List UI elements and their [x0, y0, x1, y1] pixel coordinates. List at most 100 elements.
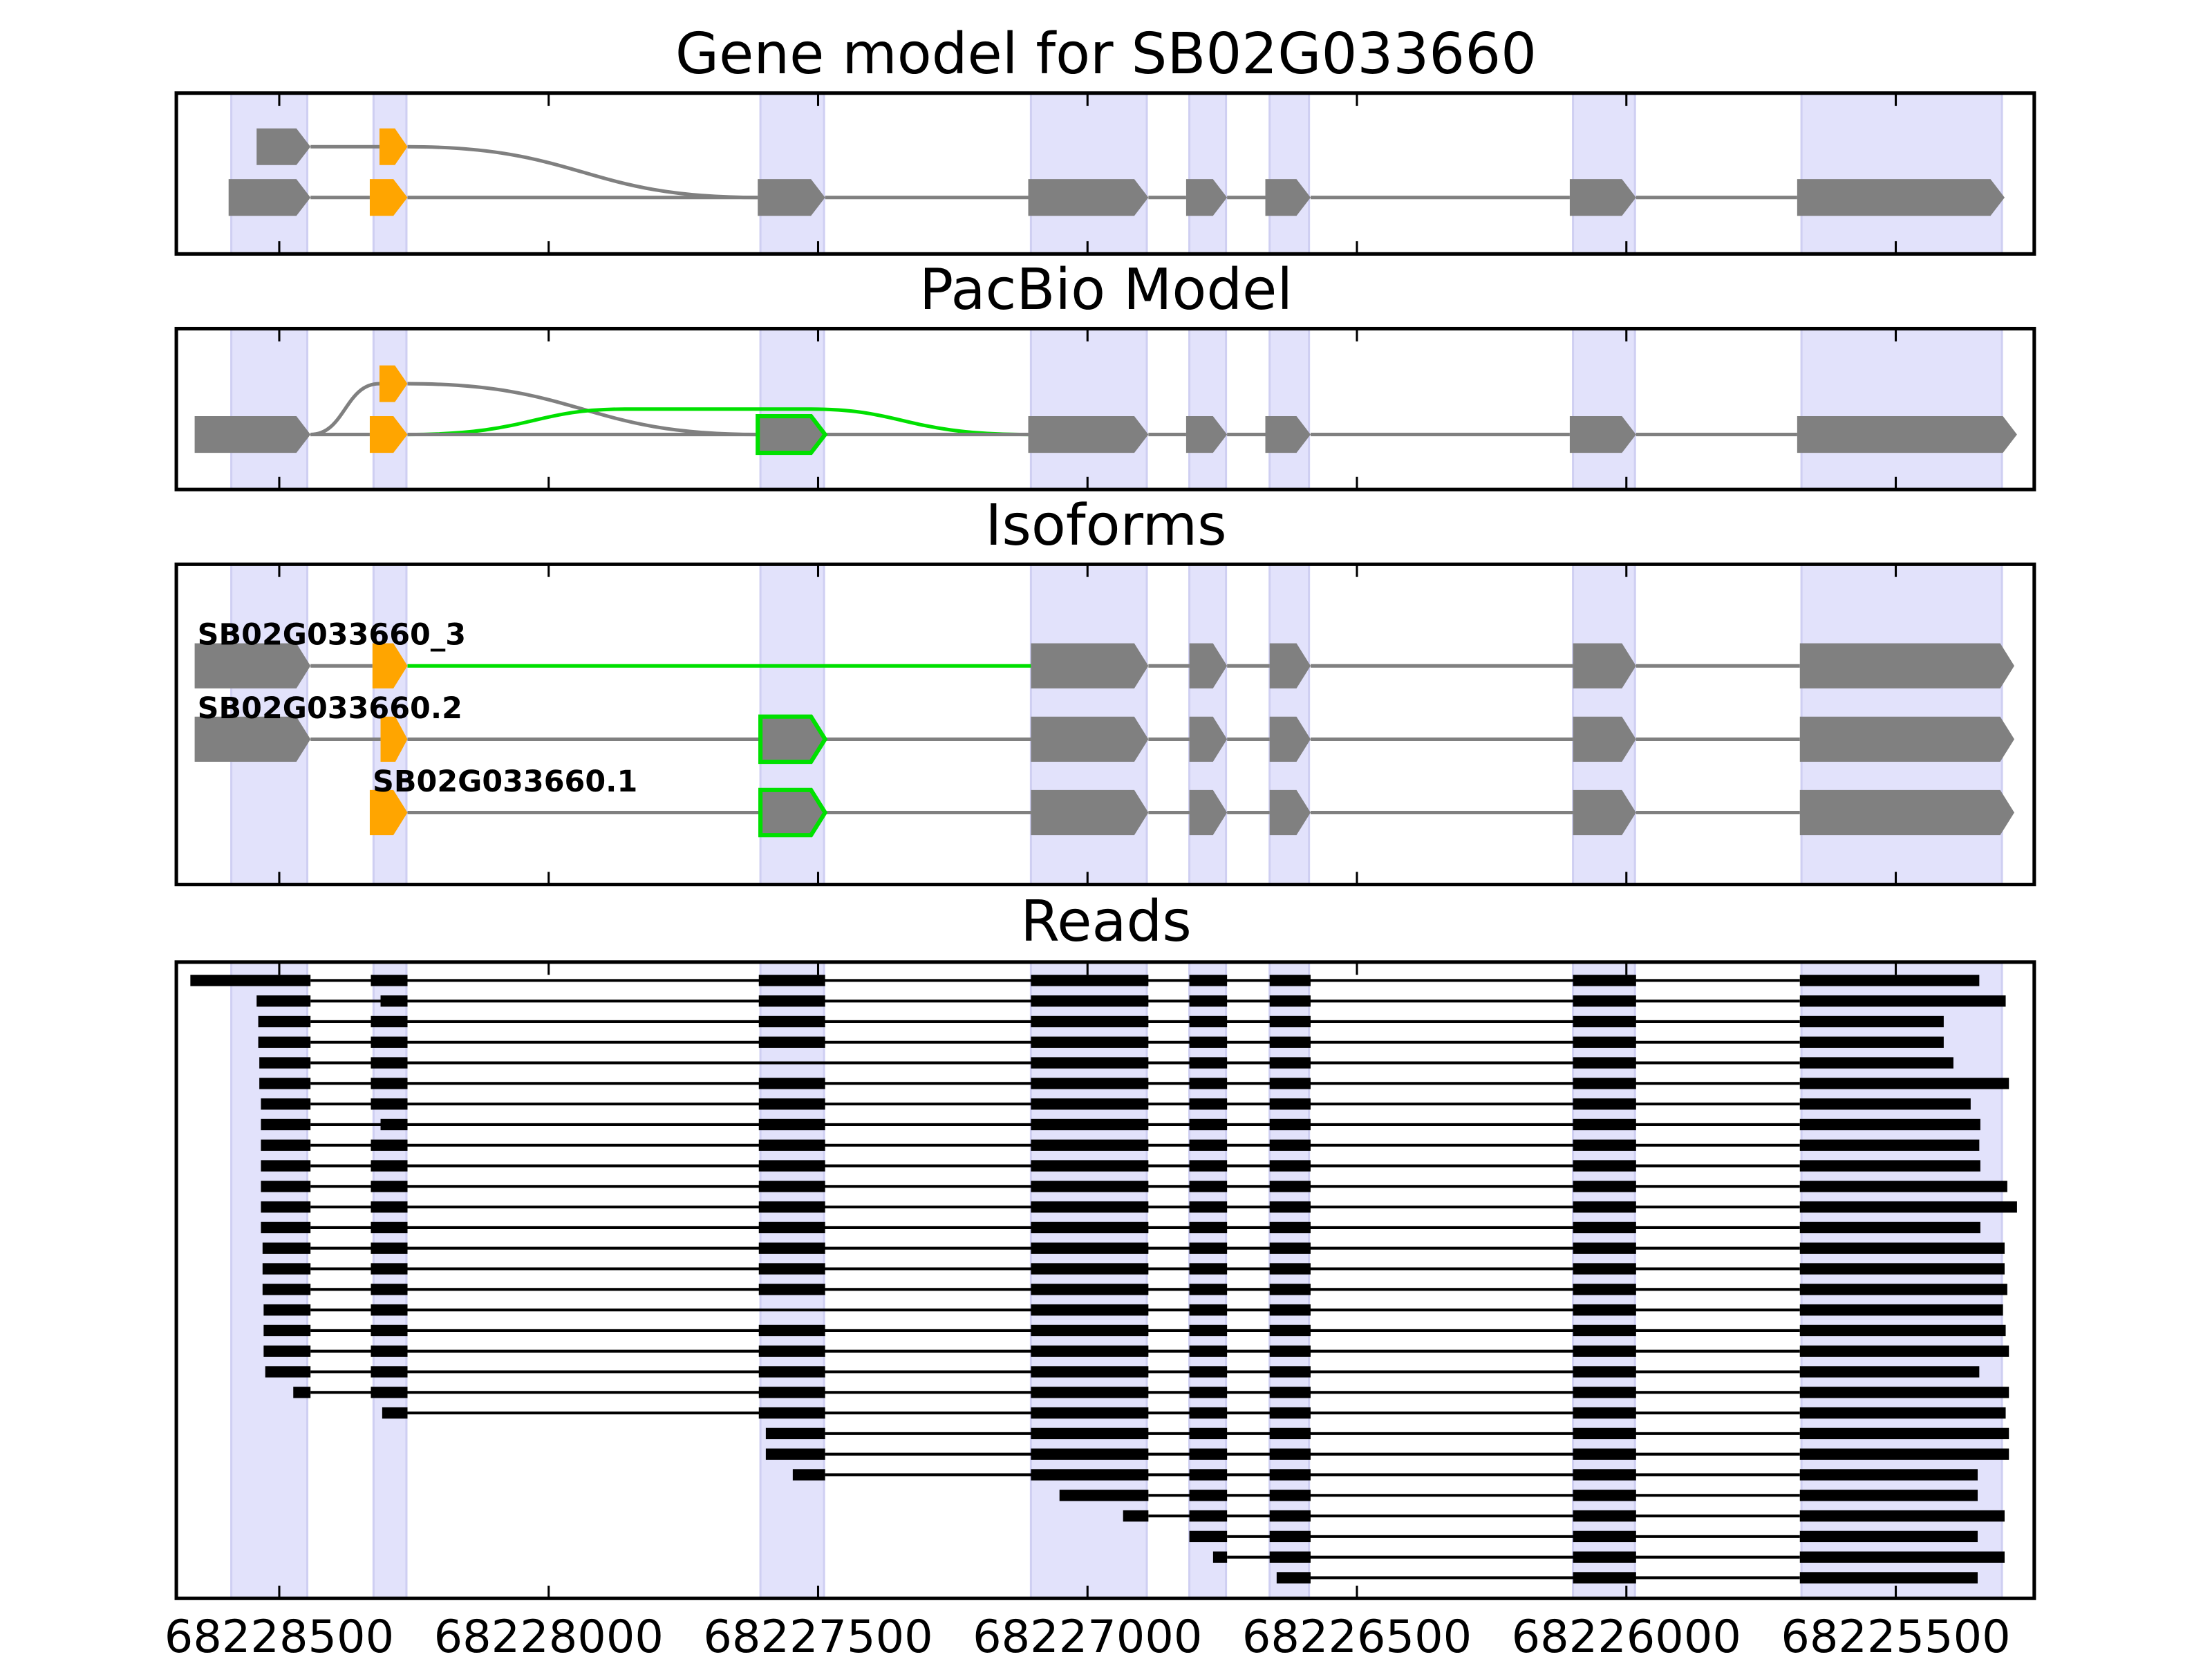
exon	[1797, 416, 2017, 453]
read-block	[382, 1407, 408, 1419]
read-block	[1573, 1304, 1636, 1316]
read-block	[371, 1366, 408, 1378]
exon-band	[230, 92, 309, 255]
read-block	[1031, 1304, 1149, 1316]
read-block	[1189, 1490, 1228, 1501]
read	[765, 1448, 2009, 1460]
read-block	[1799, 1407, 2006, 1419]
read-block	[371, 1387, 408, 1398]
read-block	[758, 975, 825, 986]
read-block	[1189, 1427, 1228, 1440]
read-block	[1189, 1160, 1228, 1172]
read-block	[1799, 1530, 1978, 1543]
read-block	[758, 1366, 825, 1378]
utr-exon	[379, 128, 408, 165]
read-block	[1573, 1427, 1636, 1440]
exon	[1797, 179, 2005, 216]
read-block	[1573, 1201, 1636, 1213]
read	[263, 1324, 2006, 1337]
read-block	[1189, 1263, 1228, 1275]
read-block	[371, 1078, 408, 1089]
read-block	[258, 1015, 311, 1028]
read-block	[1031, 1139, 1149, 1151]
exon	[1189, 789, 1228, 836]
exon	[1799, 716, 2015, 762]
read-block	[1031, 1263, 1149, 1275]
read-block	[1189, 1284, 1228, 1295]
read-block	[380, 995, 408, 1007]
x-tick-label: 68228000	[434, 1611, 664, 1659]
read-block	[371, 1015, 408, 1028]
read-block	[1031, 1407, 1149, 1419]
read-block	[765, 1448, 825, 1460]
exon	[1799, 643, 2015, 688]
panel-title-reads: Reads	[1020, 889, 1192, 955]
exon	[1189, 643, 1228, 688]
read	[190, 975, 1980, 986]
exon-band	[1029, 327, 1148, 491]
isoform-label: SB02G033660.2	[198, 691, 462, 726]
read-block	[1799, 1263, 2005, 1275]
read-block	[1189, 1448, 1228, 1460]
read-block	[1269, 1551, 1311, 1563]
read-block	[1573, 1366, 1636, 1378]
read-block	[1799, 1510, 2005, 1522]
read-block	[1799, 1098, 1971, 1110]
exon	[1028, 416, 1149, 453]
read-block	[1031, 1427, 1149, 1440]
read-block	[1573, 1510, 1636, 1522]
read-block	[1799, 1387, 2009, 1398]
read-block	[262, 1263, 311, 1275]
x-tick-label: 68227000	[973, 1611, 1202, 1659]
exon	[1185, 416, 1228, 453]
x-tick-label: 68227500	[703, 1611, 932, 1659]
read-block	[371, 1242, 408, 1254]
exon	[1269, 789, 1311, 836]
read-block	[1799, 1304, 2003, 1316]
read-block	[1189, 1324, 1228, 1337]
read-block	[1212, 1551, 1228, 1563]
read-block	[1573, 1160, 1636, 1172]
utr-exon	[369, 416, 408, 453]
read-block	[758, 1181, 825, 1192]
read-block	[1799, 1427, 2009, 1440]
read-block	[1031, 1469, 1149, 1481]
read-block	[1189, 1015, 1228, 1028]
read-block	[1059, 1490, 1149, 1501]
isoform-label: SB02G033660.1	[373, 765, 637, 799]
read-block	[1269, 1160, 1311, 1172]
read-block	[371, 1324, 408, 1337]
panel-frame	[174, 960, 2036, 1600]
exon	[1031, 716, 1149, 762]
splice-connection	[407, 407, 1029, 437]
read	[261, 1221, 1980, 1234]
read-block	[1269, 1427, 1311, 1440]
read-block	[1573, 1015, 1636, 1028]
read	[1189, 1530, 1978, 1543]
exon-band	[1188, 92, 1228, 255]
exon-band	[1029, 92, 1148, 255]
read-block	[1031, 1201, 1149, 1213]
read-block	[1799, 975, 1980, 986]
read-block	[758, 995, 825, 1007]
read-block	[1189, 1057, 1228, 1069]
read-block	[1573, 1139, 1636, 1151]
read-block	[1573, 1284, 1636, 1295]
read-block	[1269, 1448, 1311, 1460]
read-block	[1189, 1221, 1228, 1234]
read-block	[1573, 1448, 1636, 1460]
read-block	[263, 1345, 311, 1357]
utr-exon	[372, 643, 408, 688]
read-block	[1269, 1530, 1311, 1543]
read-block	[1269, 1490, 1311, 1501]
read-block	[256, 995, 311, 1007]
read-block	[1189, 1181, 1228, 1192]
read-block	[371, 1098, 408, 1110]
x-tick-label: 68225500	[1781, 1611, 2010, 1659]
read-block	[1799, 1118, 1980, 1131]
read-block	[1269, 1118, 1311, 1131]
read-block	[758, 1284, 825, 1295]
read-block	[258, 1036, 311, 1048]
read-block	[1189, 1407, 1228, 1419]
read-block	[1573, 1572, 1636, 1584]
